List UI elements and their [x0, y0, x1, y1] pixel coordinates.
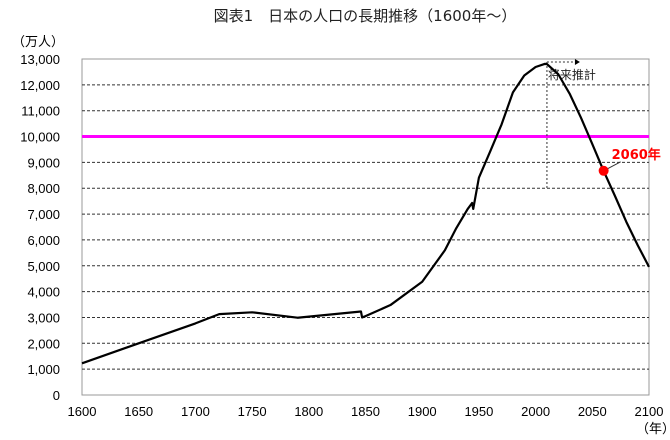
projection-label: 将来推計 — [548, 67, 596, 82]
y-tick-label: 13,000 — [20, 52, 60, 67]
y-tick-label: 7,000 — [27, 207, 60, 222]
y-tick-label: 3,000 — [27, 310, 60, 325]
x-tick-label: 2100 — [635, 404, 664, 419]
x-axis-label: （年） — [636, 421, 670, 436]
y-axis-label: （万人） — [12, 34, 64, 49]
x-tick-label: 1900 — [408, 404, 437, 419]
x-tick-label: 2050 — [578, 404, 607, 419]
label-2060: 2060年 — [612, 147, 661, 163]
y-tick-label: 4,000 — [27, 285, 60, 300]
x-tick-label: 1750 — [238, 404, 267, 419]
x-tick-label: 1850 — [351, 404, 380, 419]
chart-title: 図表1 日本の人口の長期推移（1600年～） — [214, 7, 517, 25]
y-tick-label: 2,000 — [27, 336, 60, 351]
x-tick-label: 1700 — [181, 404, 210, 419]
y-tick-label: 8,000 — [27, 181, 60, 196]
y-tick-label: 6,000 — [27, 233, 60, 248]
y-tick-label: 10,000 — [20, 130, 60, 145]
point-2060 — [598, 165, 609, 176]
y-tick-label: 11,000 — [21, 104, 60, 119]
y-tick-label: 5,000 — [27, 259, 60, 274]
x-tick-label: 1650 — [124, 404, 153, 419]
population-line — [81, 62, 650, 365]
y-tick-label: 12,000 — [20, 78, 60, 93]
y-tick-label: 1,000 — [27, 362, 60, 377]
arrow-head-icon — [574, 59, 580, 65]
plot-frame — [81, 58, 650, 396]
y-tick-label: 9,000 — [27, 155, 60, 170]
y-tick-label: 0 — [53, 388, 60, 403]
x-tick-label: 1950 — [464, 404, 493, 419]
x-tick-label: 2000 — [521, 404, 550, 419]
x-tick-label: 1800 — [294, 404, 323, 419]
x-tick-label: 1600 — [68, 404, 97, 419]
